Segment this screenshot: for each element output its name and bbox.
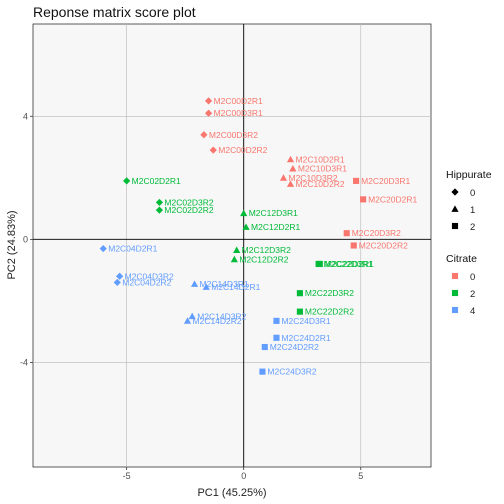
data-point [296, 308, 303, 315]
x-axis-label: PC1 (45.25%) [197, 487, 266, 499]
point-label: M2C24D2R2 [270, 342, 319, 352]
point-label: M2C04D3R2 [125, 271, 174, 281]
gridlines [33, 24, 431, 467]
data-point [273, 317, 280, 324]
data-point [259, 368, 266, 375]
point-label: M2C14D2R1 [211, 282, 260, 292]
data-point [200, 131, 208, 139]
point-label: M2C12D2R1 [251, 222, 300, 232]
data-point [360, 196, 367, 203]
chart-title: Reponse matrix score plot [33, 4, 196, 20]
data-point [155, 206, 164, 214]
point-label: M2C20D3R2 [352, 228, 401, 238]
data-point [188, 312, 196, 320]
point-label: M2C12D3R2 [242, 245, 291, 255]
point-label: M2C24D2R1 [281, 333, 330, 343]
data-point [261, 343, 268, 351]
point-label: M2C14D3R2 [197, 311, 246, 321]
legend-label: 2 [470, 222, 475, 233]
point-label: M2C12D3R1 [249, 208, 298, 218]
point-label: M2C24D3R2 [267, 367, 316, 377]
point-label: M2C20D2R1 [368, 194, 417, 204]
legend-label: 0 [470, 272, 475, 283]
data-point [123, 177, 131, 185]
legends: Hippurate 0 1 2 Citrate 0 2 4 [446, 169, 492, 317]
point-label: M2C04D2R2 [122, 277, 171, 287]
plot-panel [32, 23, 432, 468]
legend-title: Hippurate [446, 169, 492, 181]
data-point [99, 244, 107, 253]
y-axis-label: PC2 (24.83%) [6, 210, 18, 279]
data-point [209, 146, 217, 154]
y-tick-label: -4 [20, 357, 28, 367]
legend-key [451, 289, 459, 297]
data-point [286, 180, 295, 187]
point-labels: M2C00D2R1 M2C00D3R1 M2C00D3R2 M2C00D2R2 M2C1… [108, 96, 417, 377]
point-label: M2C02D2R2 [164, 205, 213, 215]
point-label: M2C20D2R2 [359, 241, 408, 251]
point-label: M2C22D2R2 [305, 307, 354, 317]
data-point [242, 223, 250, 230]
point-label: M2C02D3R2 [164, 197, 213, 207]
data-point [204, 97, 213, 105]
x-tick-label: 0 [241, 471, 246, 481]
axes: -5 0 5 -4 0 4 [20, 111, 363, 481]
legend-key [451, 272, 459, 280]
data-point [350, 242, 357, 249]
x-tick-label: 5 [358, 471, 363, 481]
legend-key [451, 205, 459, 212]
point-label: M2C00D3R2 [209, 130, 258, 140]
point-label: M2C02D2R1 [132, 176, 181, 186]
point-label: M2C04D2R1 [108, 244, 157, 254]
point-label: M2C12D2R2 [239, 254, 288, 264]
point-label: M2C10D3R1 [298, 164, 347, 174]
point-label: M2C00D2R1 [214, 96, 263, 106]
data-point [155, 198, 164, 207]
data-point [183, 317, 192, 324]
data-point [113, 278, 121, 287]
data-point [343, 230, 350, 237]
data-point [353, 177, 360, 184]
point-label: M2C00D3R1 [214, 108, 263, 118]
data-point [116, 272, 124, 280]
y-tick-label: 0 [23, 234, 28, 244]
data-point [279, 174, 288, 181]
data-points [99, 97, 367, 375]
point-label: M2C22D3R1 [324, 259, 373, 269]
point-label: M2C10D2R1 [296, 154, 345, 164]
point-label: M2C10D3R2 [289, 173, 338, 183]
y-tick-label: 4 [23, 111, 28, 121]
data-point [204, 109, 213, 117]
data-point [202, 283, 210, 290]
x-tick-label: -5 [123, 471, 131, 481]
data-point [315, 260, 322, 268]
point-label: M2C24D3R1 [281, 316, 330, 326]
data-point [273, 334, 280, 341]
data-point [230, 255, 238, 263]
legend-label: 1 [470, 205, 475, 216]
legend-label: 2 [470, 289, 475, 300]
data-point [233, 246, 241, 253]
point-label: M2C00D2R2 [218, 145, 267, 155]
point-label: M2C14D3R1 [200, 279, 249, 289]
point-label: M2C10D2R2 [296, 179, 345, 189]
data-point [296, 290, 303, 297]
data-point [289, 164, 297, 172]
point-label: M2C22D2R1 [325, 259, 374, 269]
data-point [190, 280, 199, 287]
legend-key [451, 188, 459, 196]
point-label: M2C20D3R1 [361, 176, 410, 186]
point-label: M2C14D2R2 [193, 316, 242, 326]
point-label: M2C22D3R2 [305, 288, 354, 298]
legend-key [451, 222, 459, 230]
data-point [240, 209, 248, 217]
data-point [286, 155, 295, 163]
legend-title: Citrate [446, 253, 477, 265]
legend-key [451, 306, 459, 314]
legend-label: 4 [470, 306, 475, 317]
legend-label: 0 [470, 188, 475, 199]
